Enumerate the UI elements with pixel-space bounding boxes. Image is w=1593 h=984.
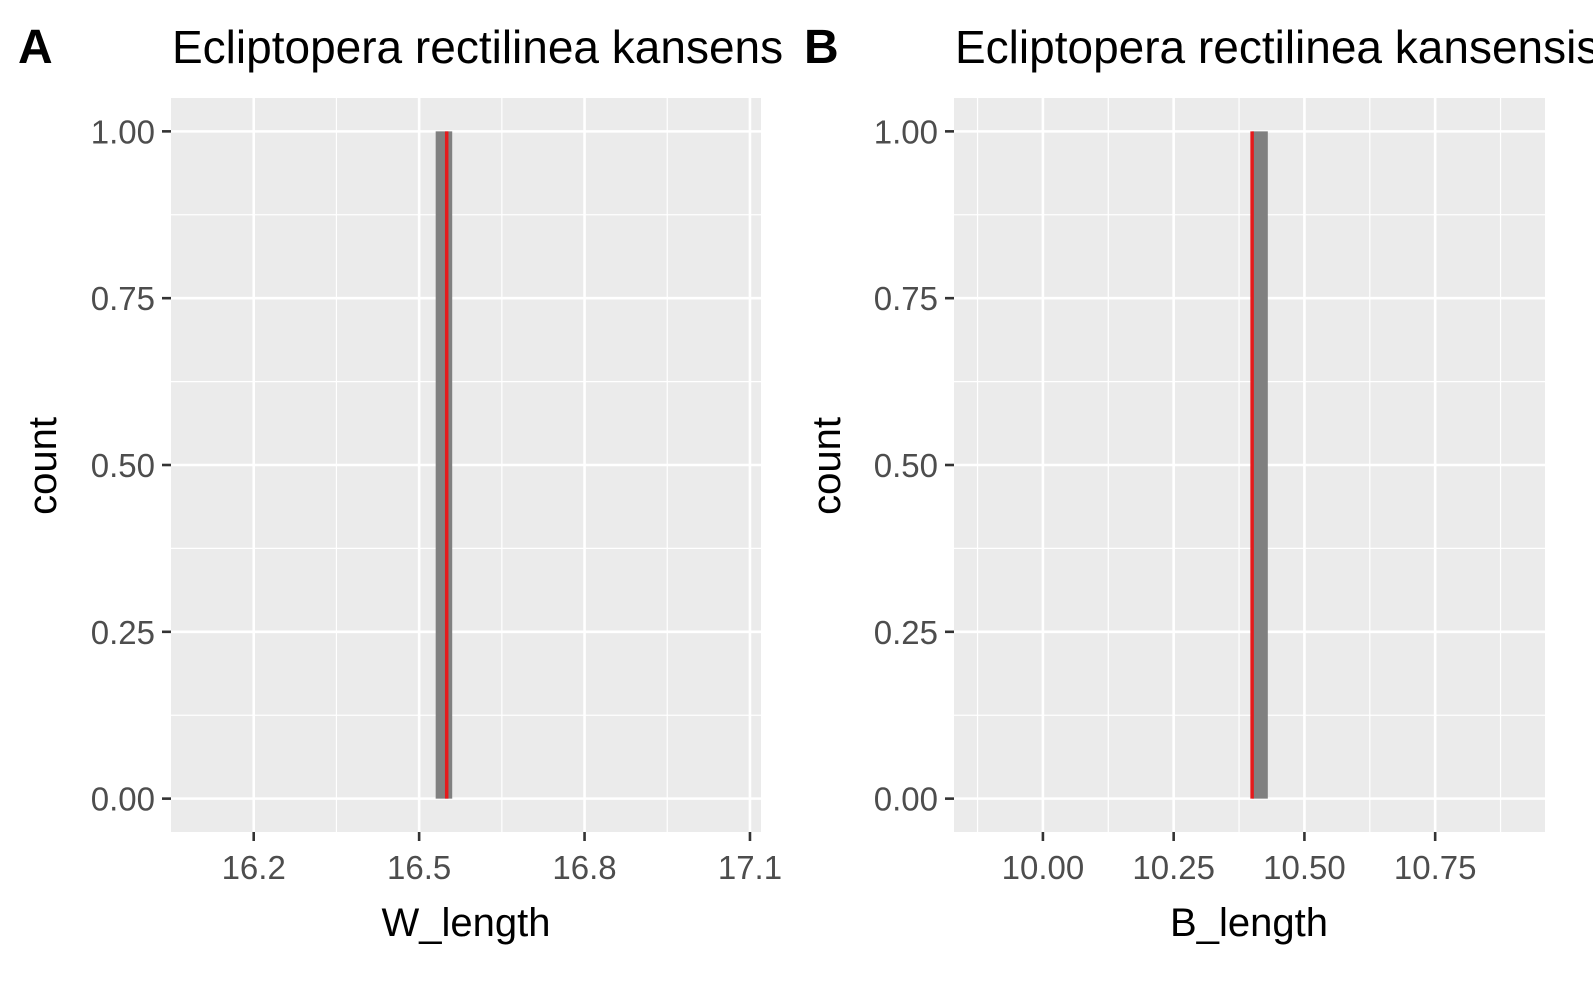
y-tick-label: 0.75 <box>874 280 938 317</box>
y-axis-title-a: count <box>21 417 65 515</box>
histogram-bar <box>1252 131 1268 799</box>
y-tick-label: 1.00 <box>91 113 155 150</box>
plot-area-a: 0.00 0.25 0.50 0.75 1.00 16.2 16.5 16.8 17.1 <box>91 98 782 886</box>
y-tick-label: 0.50 <box>91 447 155 484</box>
x-tick-label: 17.1 <box>718 849 782 886</box>
x-tick-label: 10.00 <box>1002 849 1085 886</box>
y-tick-label: 0.50 <box>874 447 938 484</box>
plot-title-a: Ecliptopera rectilinea kansensis <box>172 21 816 73</box>
x-axis-title-b: B_length <box>1170 901 1328 945</box>
x-axis-title-a: W_length <box>382 901 551 945</box>
y-tick-label: 0.00 <box>91 781 155 818</box>
y-axis-title-b: count <box>805 417 849 515</box>
y-tick-label: 0.25 <box>91 614 155 651</box>
x-tick-label: 10.75 <box>1394 849 1477 886</box>
x-tick-label: 10.50 <box>1263 849 1346 886</box>
x-tick-label: 16.5 <box>387 849 451 886</box>
y-tick-label: 0.25 <box>874 614 938 651</box>
panel-b: B Ecliptopera rectilinea kansensis 0.000… <box>804 21 1593 945</box>
x-tick-label: 16.2 <box>222 849 286 886</box>
panel-a: A Ecliptopera rectilinea kansensis 0.000… <box>18 21 816 945</box>
histogram-bar <box>435 131 453 799</box>
y-tick-label: 0.75 <box>91 280 155 317</box>
y-tick-label: 0.00 <box>874 781 938 818</box>
x-tick-label: 16.8 <box>552 849 616 886</box>
plot-title-b: Ecliptopera rectilinea kansensis <box>955 21 1593 73</box>
x-tick-label: 10.25 <box>1132 849 1215 886</box>
plot-area-b: 0.00 0.25 0.50 0.75 1.00 10.00 10.25 10.50 10.75 <box>874 98 1545 886</box>
y-tick-label: 1.00 <box>874 113 938 150</box>
panel-tag-b: B <box>804 21 839 74</box>
panel-tag-a: A <box>18 21 53 74</box>
